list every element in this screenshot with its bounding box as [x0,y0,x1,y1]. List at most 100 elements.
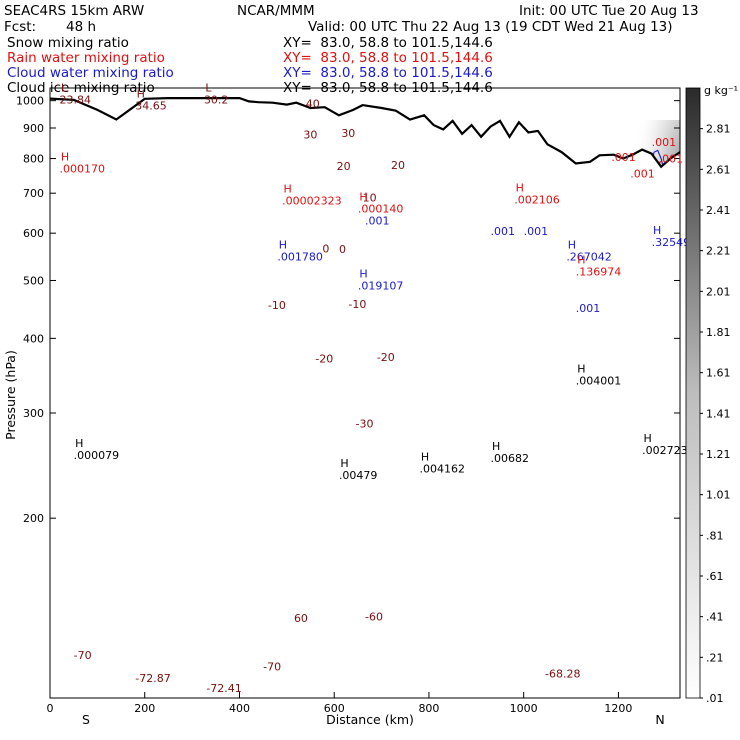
y-tick-label: 700 [23,187,44,200]
y-tick-label: 400 [23,332,44,345]
extremum-value: .000079 [74,449,120,462]
extremum-value: 23.84 [59,93,90,106]
colorbar-tick-label: 2.01 [706,285,731,298]
extremum-mark: L [205,81,212,94]
extremum-mark: H [492,440,500,453]
x-tick-label: 0 [47,702,54,715]
extremum-mark: H [359,268,367,281]
extremum-mark: H [644,432,652,445]
temperature-label: -10 [268,299,286,312]
field-snow-name: Snow mixing ratio [7,35,129,51]
field-cloudwater-xy: XY= 83.0, 58.8 to 101.5,144.6 [283,65,493,81]
extremum-value: .000170 [59,162,104,175]
y-tick-label: 600 [23,227,44,240]
x-tick-label: 200 [134,702,155,715]
contour-level-label: .001 [630,168,655,181]
temperature-label: -10 [348,298,366,311]
temperature-label: -70 [263,660,281,673]
temperature-label: 0 [339,243,346,256]
extremum-mark: H [75,437,83,450]
y-tick-label: 900 [23,122,44,135]
colorbar-tick-label: .41 [706,611,724,624]
temperature-label: 20 [391,159,405,172]
temperature-label: -70 [74,649,92,662]
x-tick-label: 1200 [604,702,632,715]
temperature-label: -20 [377,351,395,364]
extremum-mark: H [577,363,585,376]
contour-level-label: .001 [576,302,601,315]
extremum-mark: H [279,239,287,252]
colorbar-tick-label: 2.41 [706,204,731,217]
field-snow-xy: XY= 83.0, 58.8 to 101.5,144.6 [283,35,493,51]
temperature-label: -72.87 [135,672,170,685]
extremum-mark: H [340,457,348,470]
temperature-label: 30 [303,128,317,141]
colorbar-tick-label: 1.41 [706,407,731,420]
temperature-label: 60 [294,612,308,625]
temperature-label: 0 [322,242,329,255]
extremum-mark: H [516,182,524,195]
extremum-value: .001780 [277,251,323,264]
extremum-value: .136974 [576,265,622,278]
y-tick-label: 1000 [16,95,44,108]
extremum-value: .00682 [491,452,530,465]
colorbar-tick-label: .21 [706,651,724,664]
temperature-label: -60 [365,610,383,623]
extremum-mark: H [568,239,576,252]
extremum-mark: H [577,253,585,266]
x-tick-label: 600 [324,702,345,715]
colorbar-tick-label: 1.81 [706,326,731,339]
temperature-label: 20 [337,160,351,173]
y-tick-label: 800 [23,153,44,166]
right-endpoint-label: N [655,712,664,727]
init-label: Init: 00 UTC Tue 20 Aug 13 [519,3,699,19]
extremum-value: .004001 [576,375,622,388]
y-tick-label: 300 [23,407,44,420]
y-tick-label: 200 [23,512,44,525]
x-axis-label: Distance (km) [326,712,414,727]
temperature-label: -30 [356,418,374,431]
contour-level-label: .001 [659,153,684,166]
y-axis-label: Pressure (hPa) [3,350,18,440]
colorbar: g kg⁻¹ .01 .21 .41 .61 .81 1.01 1.21 1.41 1.61 1.… [685,84,738,705]
extremum-mark: H [137,87,145,100]
colorbar-tick-label: 1.01 [706,489,731,502]
extremum-value: 34.65 [135,99,167,112]
contour-level-label: .001 [652,136,677,149]
temperature-label: -68.28 [545,667,580,680]
temperature-label: 40 [306,97,320,110]
temperature-label: -20 [315,353,333,366]
extremum-mark: L [61,81,68,94]
x-tick-label: 1000 [510,702,538,715]
colorbar-tick-label: 2.21 [706,245,731,258]
colorbar-tick-label: 1.61 [706,367,731,380]
org-label: NCAR/MMM [237,3,315,19]
extremum-value: .002723 [642,444,688,457]
temperature-label: 30 [341,127,355,140]
extremum-value: 30.2 [204,93,229,106]
model-title: SEAC4RS 15km ARW [4,3,145,19]
colorbar-unit: g kg⁻¹ [704,84,738,97]
x-tick-label: 400 [229,702,250,715]
extremum-value: .267042 [566,251,612,264]
contour-level-label: .001 [491,225,516,238]
colorbar-tick-label: .61 [706,570,724,583]
colorbar-tick-label: 2.81 [706,123,731,136]
extremum-value: .00002323 [282,195,342,208]
colorbar-tick-label: .01 [706,692,724,705]
extremum-value: .004162 [419,463,465,476]
extremum-mark: H [653,224,661,237]
extremum-value: .000140 [358,202,404,215]
terrain-fill [50,98,680,698]
extremum-mark: H [284,183,292,196]
fcst-value: 48 h [66,19,97,35]
extremum-mark: H [421,451,429,464]
extremum-mark: H [359,190,367,203]
contour-level-label: .001 [524,225,549,238]
extremum-mark: H [61,150,69,163]
fcst-label: Fcst: [4,19,37,35]
field-rain-xy: XY= 83.0, 58.8 to 101.5,144.6 [283,50,493,66]
plot-frame [49,87,681,699]
extremum-value: .002106 [514,194,560,207]
